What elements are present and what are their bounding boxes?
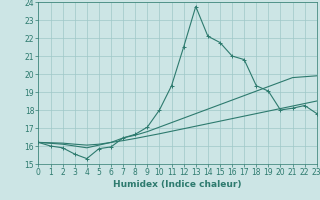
X-axis label: Humidex (Indice chaleur): Humidex (Indice chaleur) [113,180,242,189]
